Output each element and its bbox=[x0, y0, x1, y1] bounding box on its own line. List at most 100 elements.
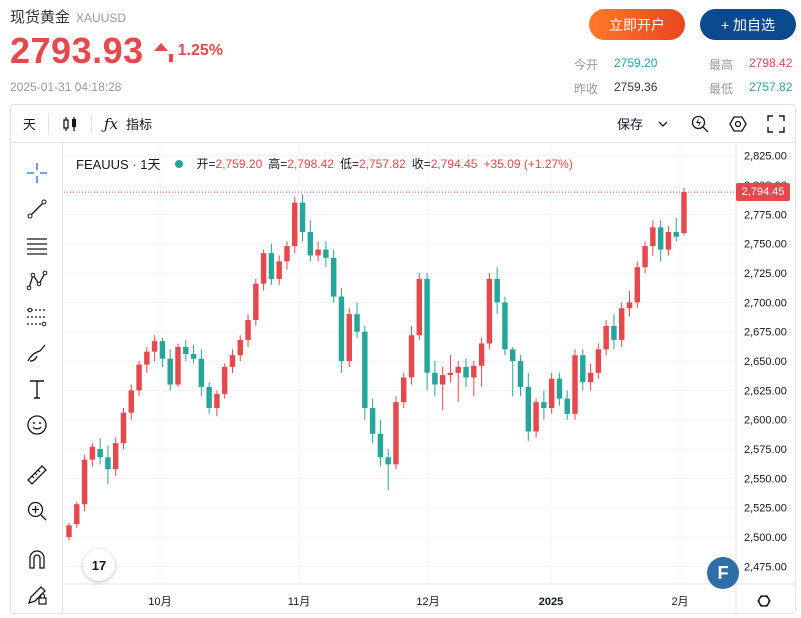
candle-body bbox=[276, 261, 282, 279]
candle-body bbox=[572, 355, 578, 414]
y-tick-label: 2,525.00 bbox=[744, 503, 787, 515]
y-tick-label: 2,675.00 bbox=[744, 327, 787, 339]
candle-body bbox=[564, 398, 570, 414]
candle-body bbox=[151, 341, 158, 352]
arrow-stem-icon bbox=[169, 54, 173, 62]
measure-tool[interactable] bbox=[21, 301, 53, 333]
candle-body bbox=[580, 355, 586, 383]
interval-selector[interactable]: 天 bbox=[23, 117, 37, 132]
candle-body bbox=[416, 278, 423, 336]
candle-body bbox=[478, 343, 485, 366]
pattern-tool[interactable] bbox=[21, 265, 53, 297]
trend-line-tool[interactable] bbox=[21, 193, 53, 225]
chart-toolbar: 天 ƒx 指标 保存 bbox=[11, 105, 795, 143]
low-label: 最低 bbox=[709, 82, 734, 96]
fullscreen-button[interactable] bbox=[757, 105, 795, 143]
price-row: 2793.93 1.25% bbox=[10, 30, 223, 72]
candle-body bbox=[198, 358, 205, 387]
lock-draw-tool[interactable] bbox=[21, 579, 53, 611]
trend-line-icon bbox=[27, 199, 47, 219]
candle-body bbox=[681, 192, 687, 234]
x-tick-label: 2月 bbox=[671, 596, 688, 608]
indicators-button[interactable]: ƒx 指标 bbox=[92, 105, 164, 142]
legend-open-label: 开= bbox=[196, 157, 216, 171]
magnet-tool[interactable] bbox=[21, 543, 53, 575]
zoom-in-tool[interactable] bbox=[21, 495, 53, 527]
candle-body bbox=[362, 331, 368, 408]
candle-body bbox=[237, 339, 243, 356]
y-tick-label: 2,575.00 bbox=[744, 444, 787, 456]
toolbar-divider bbox=[48, 113, 50, 134]
candle-body bbox=[354, 314, 360, 332]
open-account-button[interactable]: 立即开户 bbox=[589, 9, 685, 40]
candle-body bbox=[401, 377, 407, 403]
candle-body bbox=[128, 390, 135, 413]
y-tick-label: 2,600.00 bbox=[744, 415, 787, 427]
candle-body bbox=[595, 349, 602, 373]
add-watchlist-button[interactable]: + 加自选 bbox=[700, 9, 796, 40]
candle-body bbox=[206, 386, 212, 408]
candle-body bbox=[260, 253, 267, 284]
brush-tool[interactable] bbox=[21, 337, 53, 369]
arrow-up-icon bbox=[153, 43, 168, 51]
fullscreen-icon bbox=[767, 114, 785, 133]
candle-type-button[interactable] bbox=[49, 105, 91, 142]
quick-search-button[interactable] bbox=[681, 105, 719, 143]
tradingview-logo-icon[interactable]: 17 bbox=[83, 549, 115, 581]
open-value: 2759.20 bbox=[614, 56, 658, 70]
candle-body bbox=[253, 283, 259, 320]
fib-icon bbox=[27, 238, 47, 255]
lightning-search-icon bbox=[691, 115, 709, 132]
chart-legend: FEAUUS · 1天 开=2,759.20 高=2,798.42 低=2,75… bbox=[76, 154, 573, 173]
candle-body bbox=[167, 358, 173, 385]
prev-close-value: 2759.36 bbox=[614, 80, 658, 94]
emoji-tool[interactable] bbox=[21, 409, 53, 441]
candle-body bbox=[74, 504, 80, 525]
lock-draw-icon bbox=[27, 586, 47, 605]
ruler-icon bbox=[27, 465, 47, 485]
measure-icon bbox=[27, 307, 47, 327]
ruler-tool[interactable] bbox=[21, 459, 53, 491]
legend-close-value: 2,794.45 bbox=[430, 157, 478, 171]
candlestick-chart[interactable]: 2,825.002,800.002,775.002,750.002,725.00… bbox=[64, 144, 796, 614]
candle-body bbox=[525, 386, 532, 432]
fib-tool[interactable] bbox=[21, 229, 53, 261]
y-tick-label: 2,775.00 bbox=[744, 209, 787, 221]
crosshair-tool[interactable] bbox=[21, 157, 53, 189]
y-tick-label: 2,750.00 bbox=[744, 239, 787, 251]
candle-body bbox=[369, 408, 376, 434]
text-tool[interactable] bbox=[21, 373, 53, 405]
candle-body bbox=[346, 314, 352, 362]
quote-timestamp: 2025-01-31 04:18:28 bbox=[10, 80, 122, 94]
change-percent: 1.25% bbox=[177, 42, 224, 59]
candle-body bbox=[66, 525, 72, 538]
candle-body bbox=[221, 366, 228, 394]
magnet-icon bbox=[29, 550, 45, 569]
candle-body bbox=[510, 349, 516, 362]
brush-icon bbox=[27, 344, 46, 362]
x-tick-label: 2025 bbox=[539, 596, 563, 608]
legend-change: +35.09 (+1.27%) bbox=[483, 156, 573, 171]
chart-widget: 天 ƒx 指标 保存 bbox=[10, 104, 796, 614]
legend-open-value: 2,759.20 bbox=[215, 157, 263, 171]
high-value: 2798.42 bbox=[749, 56, 793, 70]
current-price: 2793.93 bbox=[10, 30, 144, 71]
settings-button[interactable] bbox=[719, 105, 757, 143]
candle-body bbox=[284, 246, 290, 262]
prev-close-label: 昨收 bbox=[574, 82, 599, 96]
last-price-tag: 2,794.45 bbox=[736, 183, 790, 202]
candle-body bbox=[136, 364, 142, 391]
candle-body bbox=[502, 302, 508, 350]
chart-pane[interactable]: 2,825.002,800.002,775.002,750.002,725.00… bbox=[64, 144, 796, 614]
instrument-code: XAUUSD bbox=[76, 11, 127, 25]
candle-body bbox=[626, 302, 633, 309]
candle-body bbox=[556, 378, 563, 399]
candle-body bbox=[665, 232, 672, 250]
high-label: 最高 bbox=[709, 58, 734, 72]
instrument-title: 现货黄金 XAUUSD bbox=[10, 6, 126, 27]
candle-body bbox=[642, 246, 648, 268]
candle-body bbox=[494, 278, 500, 303]
save-button[interactable]: 保存 bbox=[605, 105, 681, 142]
candle-body bbox=[144, 351, 150, 365]
brand-logo-icon[interactable]: F bbox=[707, 557, 739, 589]
